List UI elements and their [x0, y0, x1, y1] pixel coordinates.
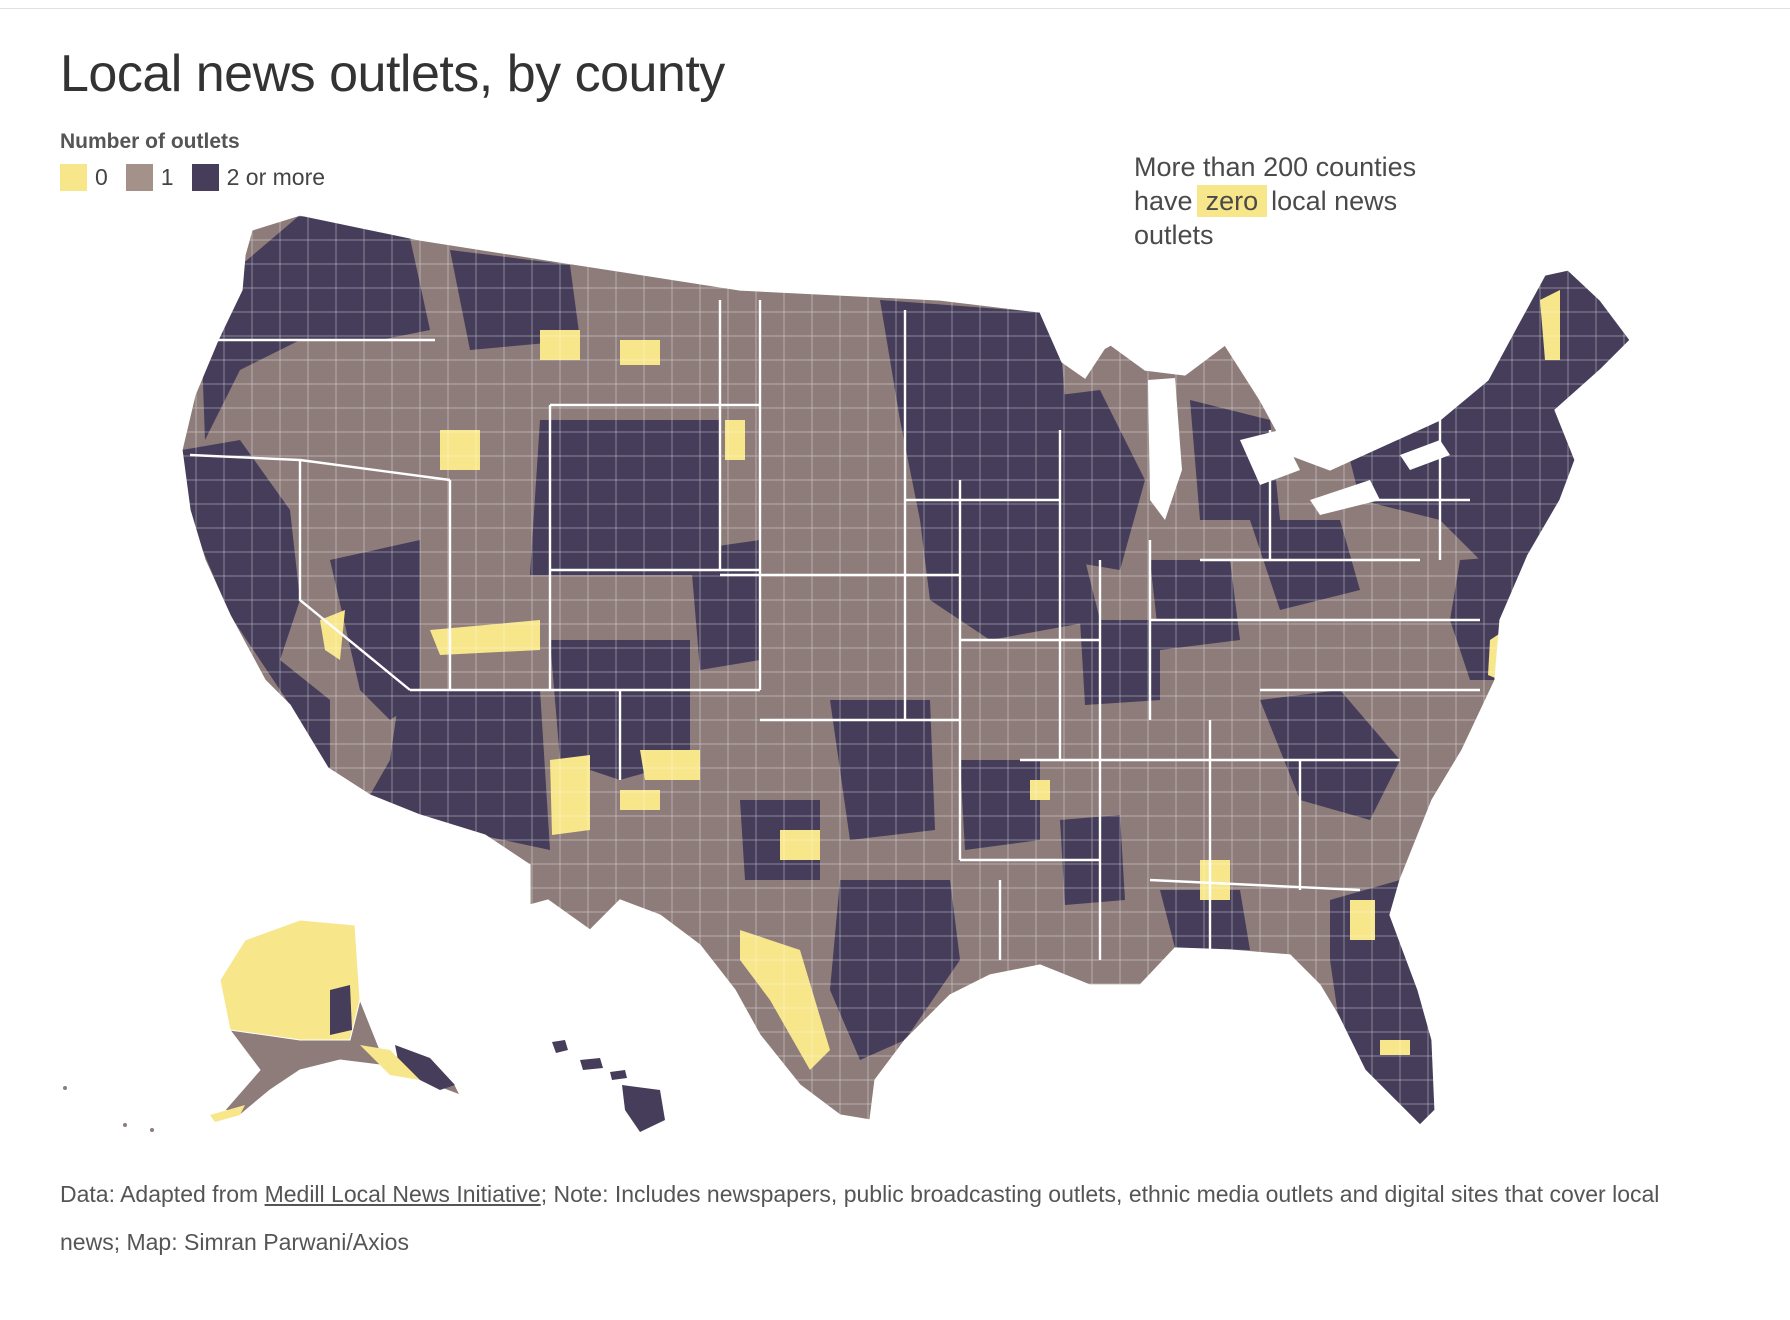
legend-item-one: 1 — [125, 164, 174, 191]
annotation-line1: More than 200 counties — [1134, 152, 1417, 182]
map-svg — [63, 214, 1631, 1132]
annotation-highlight: zero — [1196, 185, 1268, 217]
legend-item-zero: 0 — [60, 164, 108, 191]
legend-item-two-plus: 2 or more — [191, 164, 326, 191]
annotation-prefix: have — [1134, 186, 1193, 216]
top-rule — [0, 8, 1790, 9]
annotation-line3: outlets — [1134, 220, 1214, 250]
zero-counties-annotation: More than 200 counties have zero local new… — [1134, 150, 1474, 252]
legend-items: 0 1 2 or more — [60, 164, 343, 191]
great-lakes — [1040, 310, 1450, 520]
pacific-territories — [63, 1086, 154, 1132]
legend-swatch-one — [125, 164, 153, 191]
annotation-suffix: local news — [1271, 186, 1398, 216]
legend-title: Number of outlets — [60, 130, 240, 153]
footer-source-note: Data: Adapted from Medill Local News Ini… — [60, 1170, 1700, 1266]
alaska — [210, 919, 462, 1122]
hawaii — [552, 1040, 665, 1132]
legend-swatch-two-plus — [191, 164, 219, 191]
footer-note: ; Note: Includes newspapers, public broa… — [60, 1181, 1660, 1255]
footer-data-prefix: Data: Adapted from — [60, 1181, 259, 1207]
legend-label-zero: 0 — [95, 164, 108, 190]
footer-source-link[interactable]: Medill Local News Initiative — [264, 1181, 541, 1207]
legend-label-one: 1 — [160, 164, 174, 190]
legend-swatch-zero — [60, 164, 87, 191]
us-outline — [181, 214, 1631, 1126]
legend: Number of outlets 0 1 2 or more — [60, 130, 343, 191]
legend-label-two-plus: 2 or more — [226, 164, 326, 190]
chart-title: Local news outlets, by county — [60, 45, 725, 103]
